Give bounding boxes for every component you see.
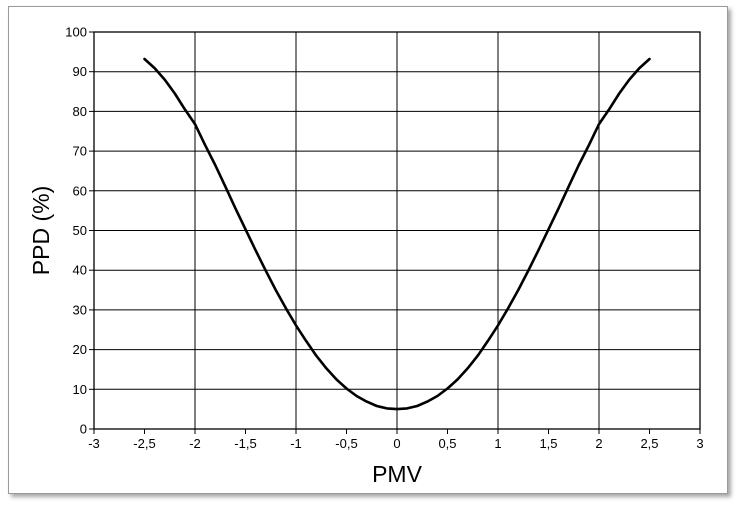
y-tick-label: 100 — [65, 25, 87, 40]
x-tick-label: 0 — [393, 436, 400, 451]
y-tick-label: 10 — [73, 382, 87, 397]
chart-frame: -3 -2,5 -2 -1,5 -1 -0,5 0 0,5 1 1,5 2 2,5 3 0 10 20 30 4… — [8, 6, 728, 494]
x-tick-label: 0,5 — [438, 436, 456, 451]
y-tick-label: 0 — [80, 422, 87, 437]
x-tick-label: -2,5 — [133, 436, 155, 451]
x-tick-label: -2 — [189, 436, 201, 451]
y-tick-label: 80 — [73, 104, 87, 119]
x-tick-label: 2 — [595, 436, 602, 451]
x-tick-label: -0,5 — [335, 436, 357, 451]
y-axis-title: PPD (%) — [28, 186, 54, 275]
x-axis-title: PMV — [372, 461, 423, 487]
plot-border — [93, 31, 701, 430]
y-tick-label: 40 — [73, 263, 87, 278]
y-tick-label: 60 — [73, 183, 87, 198]
y-tick-label: 20 — [73, 342, 87, 357]
y-tick-label: 30 — [73, 302, 87, 317]
x-tick-label: 3 — [696, 436, 703, 451]
x-tick-label: 1,5 — [539, 436, 557, 451]
grid — [89, 31, 701, 434]
x-tick-label: -1 — [290, 436, 302, 451]
y-tick-label: 90 — [73, 64, 87, 79]
y-tick-label: 70 — [73, 144, 87, 159]
ppd-curve — [143, 57, 651, 411]
y-tick-label: 50 — [73, 223, 87, 238]
ppd-pmv-chart: -3 -2,5 -2 -1,5 -1 -0,5 0 0,5 1 1,5 2 2,5 3 0 10 20 30 4… — [28, 25, 704, 488]
y-tick-labels: 0 10 20 30 40 50 60 70 80 90 100 — [65, 25, 87, 437]
x-tick-label: -1,5 — [234, 436, 256, 451]
x-tick-label: 1 — [494, 436, 501, 451]
x-tick-label: -3 — [88, 436, 100, 451]
x-tick-labels: -3 -2,5 -2 -1,5 -1 -0,5 0 0,5 1 1,5 2 2,5 3 — [88, 436, 703, 451]
x-tick-label: 2,5 — [640, 436, 658, 451]
